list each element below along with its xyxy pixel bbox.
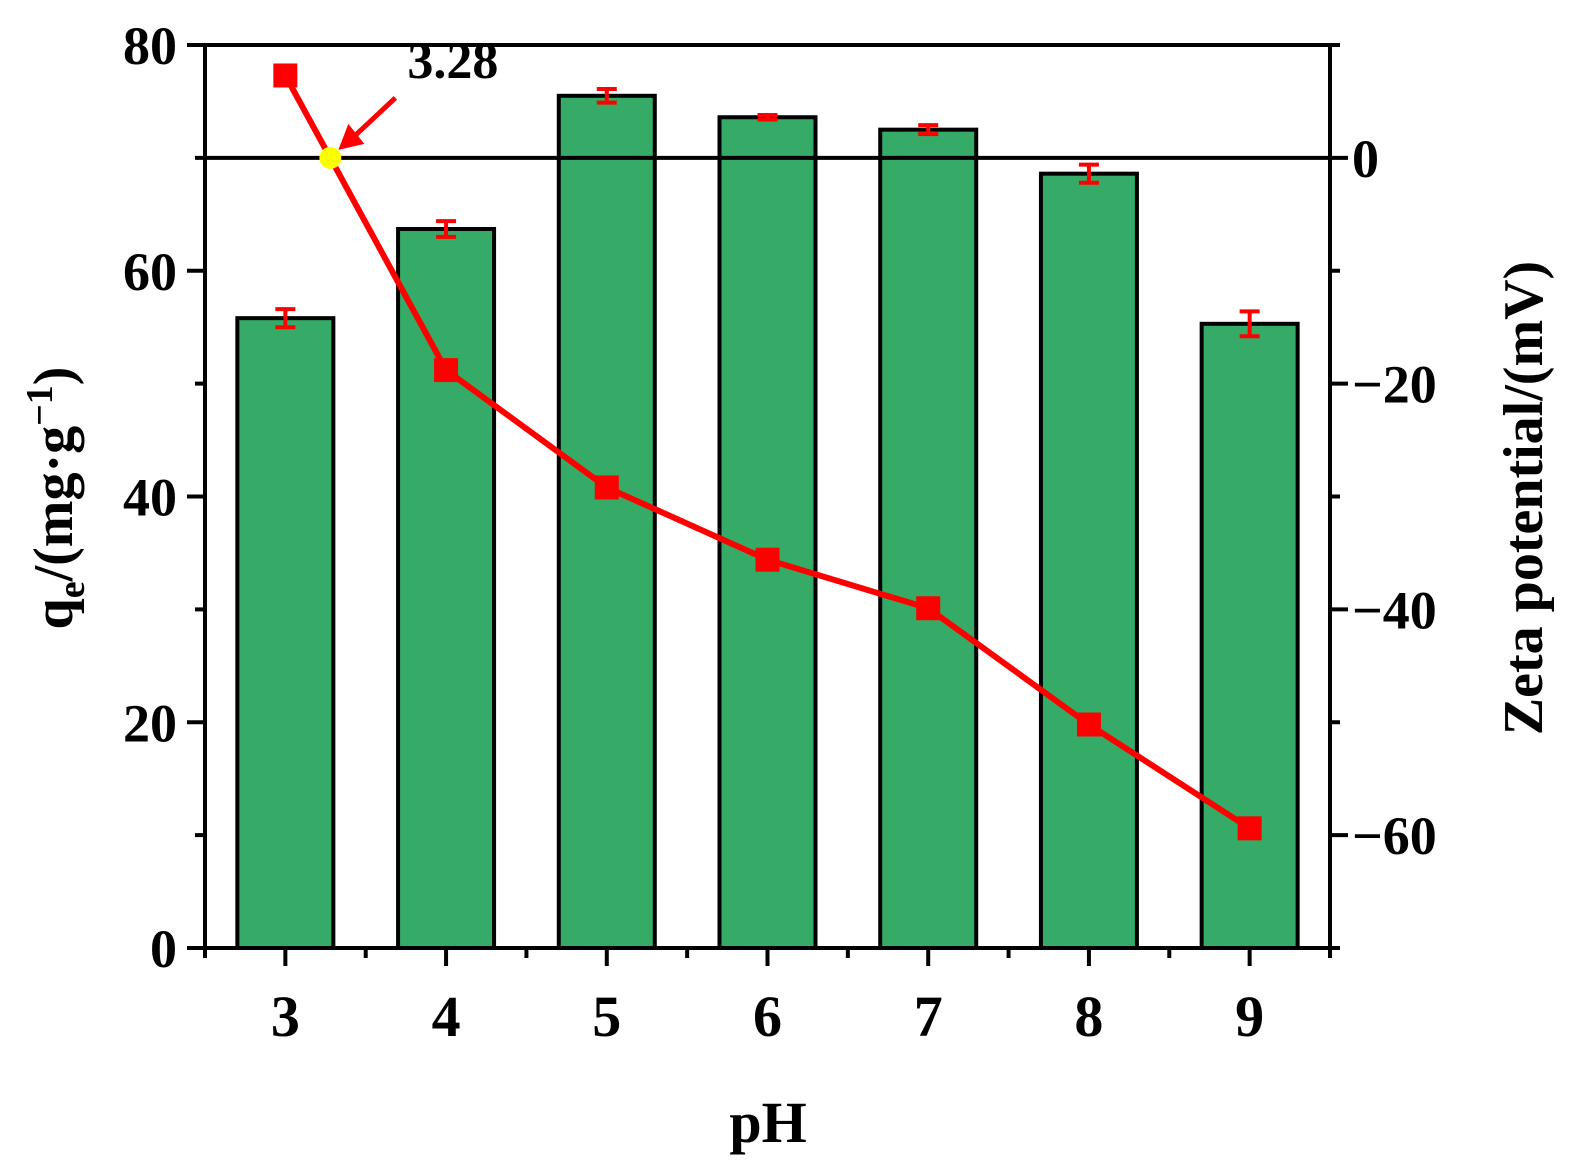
y2-tick-label: −20	[1352, 355, 1437, 415]
x-tick-label: 6	[753, 984, 782, 1049]
y-axis-label-superscript: −1	[19, 385, 61, 426]
y-axis-label-close: )	[23, 367, 85, 386]
tick-labels: 0 20 40 60 80 0 −20 −40 −60 3 4 5 6 7 8 9	[123, 16, 1437, 1049]
annotation-label: 3.28	[407, 33, 498, 90]
x-tick-label: 9	[1235, 984, 1264, 1049]
zeta-marker	[434, 358, 459, 383]
x-tick-label: 8	[1074, 984, 1103, 1049]
error-bar	[436, 219, 457, 239]
zeta-marker	[1076, 712, 1101, 737]
x-tick-label: 7	[914, 984, 943, 1049]
error-bar	[275, 307, 296, 330]
y-tick-label: 60	[123, 242, 177, 302]
error-bar	[918, 123, 939, 137]
y2-tick-label: −40	[1352, 580, 1437, 640]
x-tick-label: 3	[271, 984, 300, 1049]
y2-tick-label: −60	[1352, 806, 1437, 866]
y-axis-label-unit: /(mg·g	[23, 426, 85, 583]
zeta-marker	[1237, 816, 1262, 841]
zeta-series-layer	[273, 63, 1262, 841]
y-tick-label: 20	[123, 693, 177, 753]
zeta-marker	[273, 63, 298, 88]
bar	[717, 115, 818, 951]
bar	[1038, 171, 1139, 951]
error-bar	[757, 112, 778, 122]
zeta-marker	[594, 475, 619, 500]
bar	[556, 93, 657, 950]
bar	[1199, 321, 1300, 950]
y-axis-label-main: q	[23, 598, 85, 629]
error-bar	[596, 87, 617, 105]
y-axis-label: qe/(mg·g−1)	[19, 367, 93, 630]
annotation: 3.28	[338, 33, 498, 150]
zero-crossing-point	[319, 146, 342, 169]
zeta-marker	[755, 547, 780, 572]
y2-axis-label: Zeta potential/(mV)	[1493, 261, 1555, 735]
error-bars-layer	[275, 87, 1260, 339]
bar	[396, 226, 497, 950]
y-axis-label-subscript: e	[51, 581, 93, 598]
x-tick-label: 5	[592, 984, 621, 1049]
y-tick-label: 0	[150, 919, 177, 979]
bar	[878, 127, 979, 950]
bars-layer	[235, 93, 1300, 951]
y2-tick-label: 0	[1352, 129, 1379, 189]
x-tick-label: 4	[432, 984, 461, 1049]
error-bar	[1078, 162, 1099, 185]
bar	[235, 316, 336, 951]
annotation-arrow-head	[338, 123, 365, 150]
zeta-marker	[916, 596, 941, 621]
x-axis-label: pH	[729, 1090, 806, 1155]
y-tick-label: 80	[123, 16, 177, 76]
axis-ticks	[187, 43, 1348, 966]
error-bar	[1239, 309, 1260, 339]
y-tick-label: 40	[123, 468, 177, 528]
